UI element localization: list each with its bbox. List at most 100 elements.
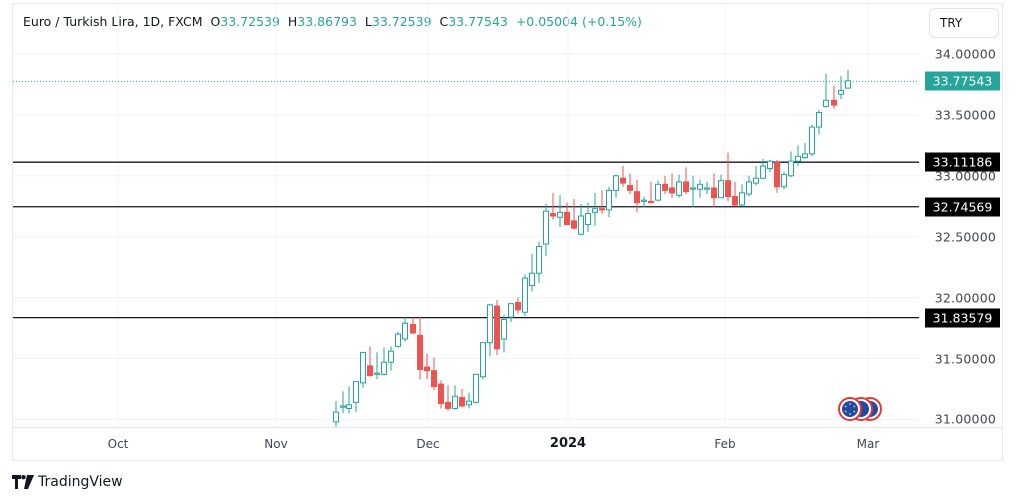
change-label: +0.05004 (+0.15%) [515,14,642,29]
close-label: C33.77543 [439,14,508,29]
level-price-tag[interactable]: 31.83579 [925,308,1000,328]
candle [374,352,380,380]
candle [410,317,416,335]
price-tick-label: 31.50000 [934,351,996,366]
candle [781,172,787,190]
candle [480,342,486,380]
time-tick-label: Nov [264,437,288,451]
candle [655,180,661,202]
candle [704,181,710,195]
candle [578,203,584,236]
candle [802,142,808,159]
current-price-tag: 33.77543 [925,71,1000,91]
currency-button[interactable]: TRY [929,8,999,38]
time-tick-label: 2024 [549,436,587,451]
candle [473,373,479,404]
price-tick-label: 32.00000 [934,290,996,306]
candle [690,175,696,208]
candle [816,110,822,135]
time-tick-label: Feb [714,437,736,451]
price-tick-label: 34.00000 [934,46,996,62]
candle [795,145,801,167]
candle [585,202,591,232]
price-tick-label: 32.50000 [934,229,996,245]
candle [788,151,794,178]
candle [452,385,458,410]
candle [838,75,844,100]
candle [346,386,352,414]
candle [746,175,752,197]
candle [438,380,444,409]
candle [634,179,640,213]
candle [424,353,430,380]
time-axis[interactable]: Oct Nov Dec 2024 Feb Mar [13,427,1002,461]
candle [388,346,394,371]
candle [732,181,738,207]
candle [641,196,647,208]
candle [494,300,500,355]
candle [557,195,563,227]
time-tick-label: Oct [107,437,129,451]
candle [809,124,815,157]
candle [515,297,521,314]
footer-branding[interactable]: TradingView [12,474,123,490]
price-plot[interactable] [13,4,919,427]
time-tick-label: Dec [416,437,440,451]
candle [683,167,689,195]
candle [445,385,451,411]
high-label: H33.86793 [287,14,357,29]
candle [367,346,373,377]
candle [823,73,829,108]
candle [340,391,346,414]
candle [760,158,766,180]
level-price-tag[interactable]: 32.74569 [925,197,1000,217]
candle [543,203,549,257]
candle [669,173,675,198]
candle [564,202,570,226]
candle [753,166,759,186]
brand-name: TradingView [38,474,123,490]
currency-label: TRY [940,16,963,30]
eu-tr-flags-icon[interactable] [836,395,886,423]
candle [620,166,626,187]
candle [613,174,619,198]
low-label: L33.72539 [364,14,432,29]
candle [648,181,654,204]
chart-legend: Euro / Turkish Lira, 1D, FXCM O33.72539 … [23,14,642,29]
candle [360,351,366,388]
level-price-tag[interactable]: 33.11186 [925,152,1000,172]
price-tick-label: 33.00000 [934,168,996,184]
candle [508,303,514,322]
candle [487,303,493,357]
candle [739,184,745,207]
candle [417,317,423,380]
candle [599,190,605,214]
candle [592,192,598,226]
candle [395,331,401,348]
candle [774,159,780,193]
candle [529,253,535,292]
candle [402,317,408,342]
candle [845,69,851,89]
open-label: O33.72539 [210,14,280,29]
candle [662,175,668,195]
candle [606,186,612,218]
candle [725,152,731,202]
price-tick-label: 33.50000 [934,107,996,123]
symbol-title[interactable]: Euro / Turkish Lira, 1D, FXCM [23,14,203,29]
price-axis[interactable]: 34.00000 33.50000 33.00000 32.50000 32.00000… [919,4,1002,427]
candle [501,314,507,353]
candle [767,159,773,173]
time-tick-label: Mar [856,437,880,451]
candle [697,179,703,198]
candle [381,347,387,376]
price-tick-label: 31.00000 [934,411,996,427]
candle [353,381,359,413]
candle [831,85,837,109]
chart-frame [12,3,1003,461]
candle [459,388,465,408]
candlestick-chart [13,4,919,427]
candle [522,274,528,316]
candle [550,192,556,220]
candle [333,401,339,427]
